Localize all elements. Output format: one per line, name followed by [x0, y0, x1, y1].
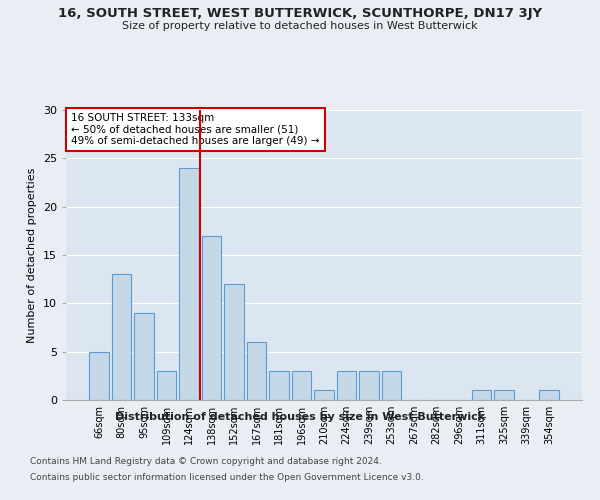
Bar — [314, 390, 334, 400]
Bar — [224, 284, 244, 400]
Bar — [202, 236, 221, 400]
Bar — [134, 313, 154, 400]
Text: Contains HM Land Registry data © Crown copyright and database right 2024.: Contains HM Land Registry data © Crown c… — [30, 458, 382, 466]
Text: 16, SOUTH STREET, WEST BUTTERWICK, SCUNTHORPE, DN17 3JY: 16, SOUTH STREET, WEST BUTTERWICK, SCUNT… — [58, 8, 542, 20]
Bar — [539, 390, 559, 400]
Bar — [359, 371, 379, 400]
Text: Contains public sector information licensed under the Open Government Licence v3: Contains public sector information licen… — [30, 472, 424, 482]
Text: 16 SOUTH STREET: 133sqm
← 50% of detached houses are smaller (51)
49% of semi-de: 16 SOUTH STREET: 133sqm ← 50% of detache… — [71, 113, 320, 146]
Text: Size of property relative to detached houses in West Butterwick: Size of property relative to detached ho… — [122, 21, 478, 31]
Bar — [494, 390, 514, 400]
Bar — [472, 390, 491, 400]
Bar — [292, 371, 311, 400]
Bar — [247, 342, 266, 400]
Bar — [179, 168, 199, 400]
Y-axis label: Number of detached properties: Number of detached properties — [27, 168, 37, 342]
Bar — [157, 371, 176, 400]
Bar — [337, 371, 356, 400]
Bar — [382, 371, 401, 400]
Bar — [112, 274, 131, 400]
Bar — [89, 352, 109, 400]
Bar — [269, 371, 289, 400]
Text: Distribution of detached houses by size in West Butterwick: Distribution of detached houses by size … — [115, 412, 485, 422]
